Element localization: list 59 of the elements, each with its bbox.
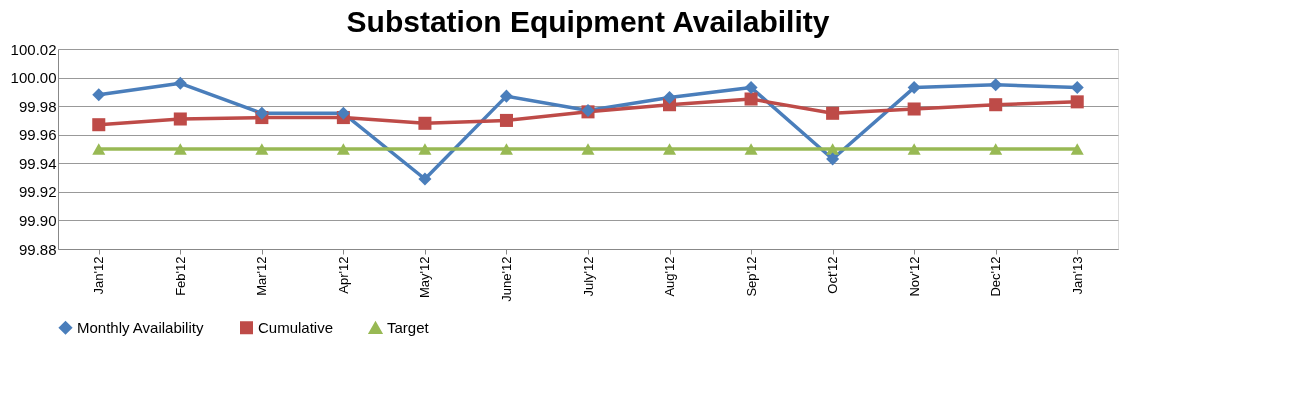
legend-label: Target [387,319,430,337]
point [663,143,677,155]
x-tick-label: Nov'12 [906,256,922,297]
point [744,143,758,155]
x-tick-label: Dec'12 [988,256,1004,297]
y-tick-label: 99.90 [18,211,57,229]
point [744,92,758,106]
point [92,88,106,102]
point [826,152,840,166]
point [336,106,350,120]
point [907,143,921,155]
y-tick-label: 99.96 [18,126,57,144]
point [418,172,432,186]
x-tick-label: Aug'12 [662,256,678,297]
point [581,143,595,155]
point [173,76,187,90]
x-tick-label: July'12 [580,256,596,297]
x-tick-label: Mar'12 [254,256,270,296]
point [826,143,840,155]
x-tick-label: Jan'12 [91,256,107,295]
point [499,113,513,127]
point [499,143,513,155]
legend-label: Monthly Availability [77,318,204,336]
x-tick-label: Apr'12 [335,256,351,294]
point [499,89,513,103]
chart-title: Substation Equipment Availability [346,5,830,38]
point [92,118,106,132]
y-tick-label: 100.00 [10,69,57,87]
x-tick-label: Jan'13 [1069,256,1085,295]
point [255,106,269,120]
x-tick-label: May'12 [417,256,433,299]
y-tick-label: 99.88 [18,240,57,258]
point [1070,81,1084,95]
y-tick-label: 99.98 [18,97,57,115]
x-tick-label: Oct'12 [825,256,841,294]
y-tick-label: 99.94 [18,154,57,172]
point [336,143,350,155]
point [255,143,269,155]
y-tick-label: 100.02 [10,40,57,58]
point [92,143,106,155]
point [907,81,921,95]
point [1070,143,1084,155]
y-tick-label: 99.92 [18,183,57,201]
legend-label: Cumulative [258,318,334,336]
point [989,98,1003,112]
point [418,116,432,130]
point [663,91,677,105]
point [173,143,187,155]
point [744,81,758,95]
x-tick-label: June'12 [498,256,514,302]
point [173,112,187,126]
x-tick-label: Sep'12 [743,256,759,297]
point [826,106,840,120]
point [418,143,432,155]
point [989,143,1003,155]
point [1070,95,1084,109]
x-tick-label: Feb'12 [172,256,188,296]
point [907,102,921,116]
point [989,78,1003,92]
